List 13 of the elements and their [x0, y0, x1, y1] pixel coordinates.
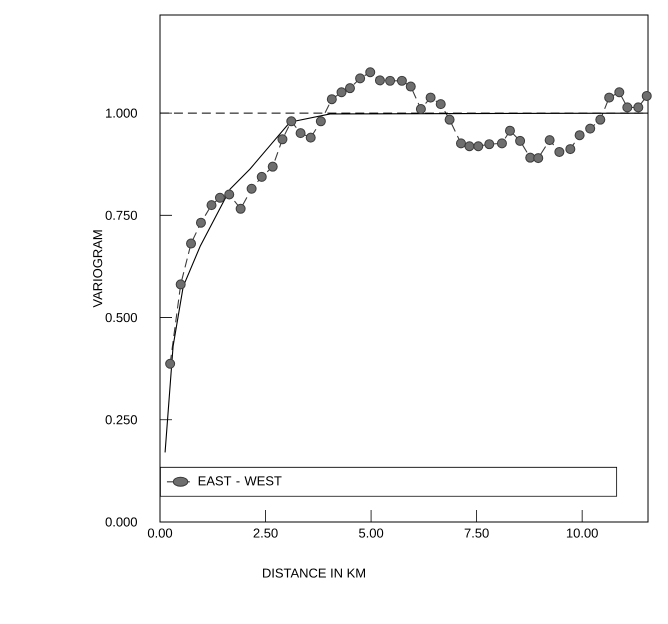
y-tick-label: 0.750 — [106, 210, 137, 220]
y-tick-label: 0.250 — [106, 415, 137, 424]
y-tick-label: 0.500 — [106, 312, 137, 322]
legend-label: EAST - WEST — [198, 476, 282, 486]
y-tick-label: 1.000 — [106, 108, 137, 118]
x-tick-label: 5.00 — [358, 528, 384, 538]
x-tick-label: 7.50 — [464, 528, 489, 538]
x-axis-title: DISTANCE IN KM — [263, 568, 365, 578]
x-tick-label: 0.00 — [148, 528, 172, 538]
y-tick-label: 0.000 — [106, 517, 137, 527]
x-tick-label: 2.50 — [254, 528, 278, 538]
x-tick-label: 10.00 — [566, 528, 598, 538]
y-axis-title: VARIOGRAM — [93, 230, 102, 308]
